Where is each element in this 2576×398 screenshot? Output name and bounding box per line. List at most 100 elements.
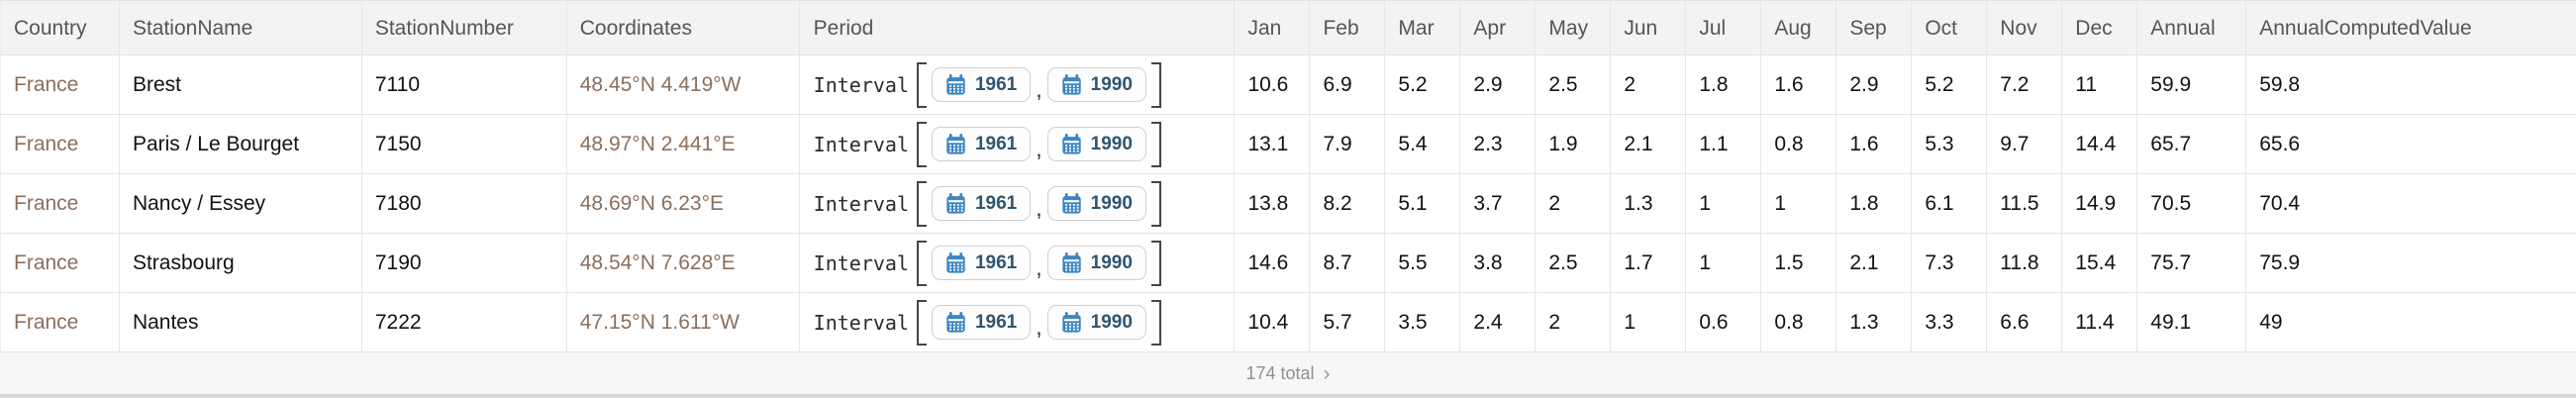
cell-country: France [1, 234, 120, 292]
cell-oct: 3.3 [1912, 293, 1988, 351]
column-header-annual: Annual [2137, 1, 2247, 54]
cell-sep: 1.3 [1836, 293, 1913, 351]
cell-jun: 2.1 [1611, 115, 1687, 173]
cell-jun: 1.3 [1611, 174, 1687, 233]
cell-apr: 3.7 [1460, 174, 1536, 233]
cell-period: Interval 1961 , 1990 [800, 115, 1236, 173]
cell-jul: 0.6 [1686, 293, 1762, 351]
cell-country: France [1, 174, 120, 233]
cell-mar: 5.2 [1385, 55, 1461, 114]
year-start-value: 1961 [974, 312, 1018, 333]
column-header-sep: Sep [1836, 1, 1913, 54]
cell-aug: 0.8 [1761, 293, 1837, 351]
cell-annual: 65.7 [2137, 115, 2247, 173]
calendar-icon [945, 74, 966, 95]
cell-period: Interval 1961 , 1990 [800, 174, 1236, 233]
year-start-pill[interactable]: 1961 [931, 67, 1032, 102]
column-header-station-name: StationName [120, 1, 362, 54]
cell-may: 2 [1536, 174, 1612, 233]
cell-dec: 11 [2062, 55, 2138, 114]
horizontal-scrollbar-track[interactable] [0, 394, 2576, 398]
interval-label: Interval [813, 191, 909, 216]
open-bracket [916, 61, 927, 108]
year-start-value: 1961 [974, 134, 1018, 154]
cell-station-number: 7110 [362, 55, 567, 114]
close-bracket [1150, 240, 1161, 286]
year-start-value: 1961 [974, 193, 1018, 214]
table-footer: 174 total › [0, 352, 2576, 394]
calendar-icon [945, 252, 966, 273]
cell-jun: 2 [1611, 55, 1687, 114]
cell-nov: 7.2 [1987, 55, 2063, 114]
cell-oct: 5.3 [1912, 115, 1988, 173]
year-start-pill[interactable]: 1961 [931, 246, 1032, 280]
year-end-pill[interactable]: 1990 [1046, 305, 1146, 340]
year-start-pill[interactable]: 1961 [931, 186, 1032, 221]
calendar-icon [945, 193, 966, 214]
cell-station-number: 7180 [362, 174, 567, 233]
open-bracket [916, 180, 927, 227]
close-bracket [1150, 61, 1161, 108]
cell-feb: 6.9 [1310, 55, 1386, 114]
cell-nov: 9.7 [1987, 115, 2063, 173]
cell-jan: 10.4 [1235, 293, 1311, 351]
cell-jun: 1.7 [1611, 234, 1687, 292]
year-end-value: 1990 [1090, 252, 1133, 273]
year-end-value: 1990 [1090, 312, 1133, 333]
close-bracket [1150, 121, 1161, 167]
open-bracket [916, 121, 927, 167]
table-row: France Nantes 7222 47.15°N 1.611°W Inter… [1, 293, 2576, 352]
cell-country: France [1, 115, 120, 173]
cell-jun: 1 [1611, 293, 1687, 351]
calendar-icon [945, 312, 966, 333]
cell-coordinates: 48.69°N 6.23°E [567, 174, 800, 233]
open-bracket [916, 240, 927, 286]
cell-dec: 11.4 [2062, 293, 2138, 351]
cell-annual: 59.9 [2137, 55, 2247, 114]
column-header-nov: Nov [1987, 1, 2063, 54]
year-end-pill[interactable]: 1990 [1046, 127, 1146, 161]
cell-oct: 7.3 [1912, 234, 1988, 292]
cell-feb: 8.2 [1310, 174, 1386, 233]
chevron-right-icon[interactable]: › [1323, 361, 1331, 385]
comma-separator: , [1036, 254, 1042, 280]
cell-mar: 5.4 [1385, 115, 1461, 173]
calendar-icon [1061, 134, 1082, 154]
comma-separator: , [1036, 195, 1042, 221]
year-end-pill[interactable]: 1990 [1046, 186, 1146, 221]
cell-may: 2.5 [1536, 55, 1612, 114]
cell-annual-computed-value: 70.4 [2259, 192, 2301, 215]
cell-sep: 1.6 [1836, 115, 1913, 173]
cell-country: France [1, 293, 120, 351]
cell-station-name: Nantes [120, 293, 362, 351]
cell-station-number: 7190 [362, 234, 567, 292]
column-header-apr: Apr [1460, 1, 1536, 54]
cell-nov: 11.8 [1987, 234, 2063, 292]
column-header-jun: Jun [1611, 1, 1687, 54]
cell-jul: 1 [1686, 234, 1762, 292]
table-row: France Brest 7110 48.45°N 4.419°W Interv… [1, 55, 2576, 115]
column-header-dec: Dec [2062, 1, 2138, 54]
cell-sep: 2.9 [1836, 55, 1913, 114]
cell-station-name: Nancy / Essey [120, 174, 362, 233]
table-header-row: Country StationName StationNumber Coordi… [1, 1, 2576, 55]
calendar-icon [1061, 252, 1082, 273]
cell-apr: 2.3 [1460, 115, 1536, 173]
cell-apr: 3.8 [1460, 234, 1536, 292]
column-header-annual-computed-value: AnnualComputedValue [2259, 16, 2472, 40]
year-start-value: 1961 [974, 74, 1018, 95]
cell-dec: 14.4 [2062, 115, 2138, 173]
year-end-pill[interactable]: 1990 [1046, 246, 1146, 280]
cell-may: 1.9 [1536, 115, 1612, 173]
cell-apr: 2.9 [1460, 55, 1536, 114]
column-header-jan: Jan [1235, 1, 1311, 54]
cell-annual-computed-value: 75.9 [2259, 251, 2301, 274]
year-end-value: 1990 [1090, 74, 1133, 95]
year-end-pill[interactable]: 1990 [1046, 67, 1146, 102]
column-header-oct: Oct [1912, 1, 1988, 54]
close-bracket [1150, 299, 1161, 346]
year-start-pill[interactable]: 1961 [931, 305, 1032, 340]
cell-annual-computed-value: 65.6 [2259, 133, 2301, 155]
cell-annual: 49.1 [2137, 293, 2247, 351]
year-start-pill[interactable]: 1961 [931, 127, 1032, 161]
